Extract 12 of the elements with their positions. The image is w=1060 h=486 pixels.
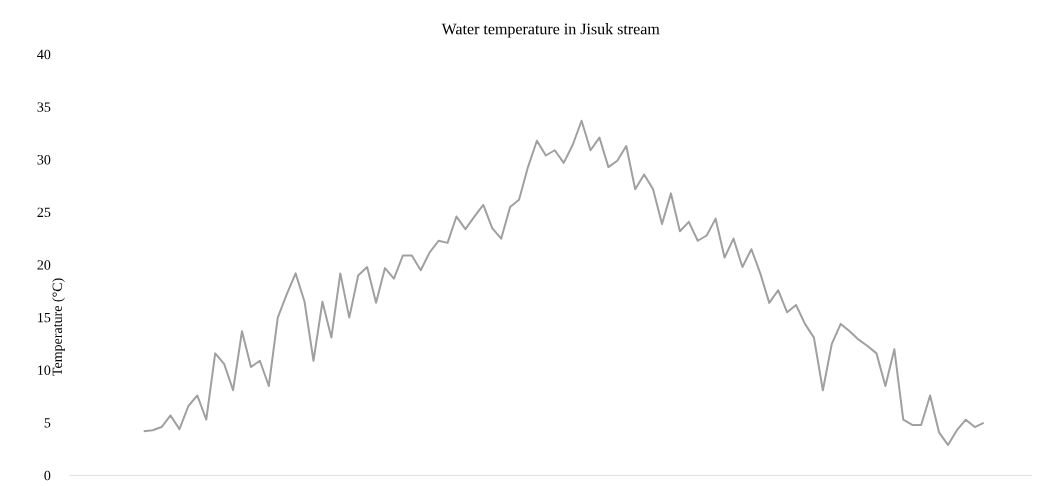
y-tick-label: 20 xyxy=(37,260,51,270)
y-axis-title: Temperature (°C) xyxy=(52,278,65,376)
y-tick-label: 0 xyxy=(44,470,51,481)
chart-title: Water temperature in Jisuk stream xyxy=(441,23,660,38)
y-tick-label: 5 xyxy=(44,418,51,428)
y-tick-label: 25 xyxy=(37,207,51,218)
y-tick-label: 15 xyxy=(38,312,51,323)
y-tick-label: 30 xyxy=(37,154,51,165)
y-tick-label: 35 xyxy=(37,102,51,112)
line-series xyxy=(142,119,985,446)
y-tick-label: 40 xyxy=(37,49,51,60)
y-tick-label: 10 xyxy=(38,365,51,375)
